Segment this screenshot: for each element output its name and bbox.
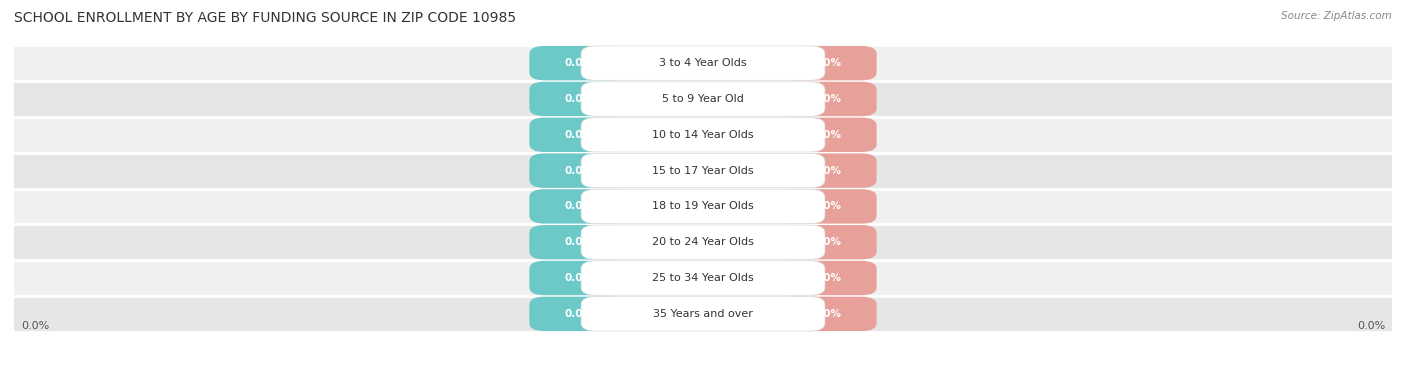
- Bar: [14, 260, 1392, 296]
- FancyBboxPatch shape: [530, 261, 628, 295]
- Text: 0.0%: 0.0%: [813, 94, 842, 104]
- Text: 0.0%: 0.0%: [564, 58, 593, 68]
- Text: 15 to 17 Year Olds: 15 to 17 Year Olds: [652, 166, 754, 176]
- FancyBboxPatch shape: [530, 225, 628, 259]
- Text: 3 to 4 Year Olds: 3 to 4 Year Olds: [659, 58, 747, 68]
- Text: 0.0%: 0.0%: [813, 130, 842, 140]
- FancyBboxPatch shape: [581, 297, 825, 331]
- FancyBboxPatch shape: [581, 82, 825, 116]
- Text: Source: ZipAtlas.com: Source: ZipAtlas.com: [1281, 11, 1392, 21]
- Bar: [14, 153, 1392, 188]
- Text: 10 to 14 Year Olds: 10 to 14 Year Olds: [652, 130, 754, 140]
- FancyBboxPatch shape: [530, 297, 628, 331]
- Text: 0.0%: 0.0%: [564, 273, 593, 283]
- Text: 0.0%: 0.0%: [813, 166, 842, 176]
- Text: 0.0%: 0.0%: [813, 273, 842, 283]
- FancyBboxPatch shape: [581, 189, 825, 224]
- FancyBboxPatch shape: [581, 261, 825, 295]
- Text: 20 to 24 Year Olds: 20 to 24 Year Olds: [652, 237, 754, 247]
- Text: 0.0%: 0.0%: [813, 237, 842, 247]
- Text: 0.0%: 0.0%: [21, 321, 49, 331]
- Text: 18 to 19 Year Olds: 18 to 19 Year Olds: [652, 201, 754, 211]
- FancyBboxPatch shape: [581, 153, 825, 188]
- Text: 0.0%: 0.0%: [813, 309, 842, 319]
- FancyBboxPatch shape: [778, 82, 876, 116]
- Text: SCHOOL ENROLLMENT BY AGE BY FUNDING SOURCE IN ZIP CODE 10985: SCHOOL ENROLLMENT BY AGE BY FUNDING SOUR…: [14, 11, 516, 25]
- Text: 0.0%: 0.0%: [564, 166, 593, 176]
- Text: 25 to 34 Year Olds: 25 to 34 Year Olds: [652, 273, 754, 283]
- FancyBboxPatch shape: [530, 82, 628, 116]
- Bar: [14, 45, 1392, 81]
- Text: 0.0%: 0.0%: [813, 58, 842, 68]
- FancyBboxPatch shape: [778, 189, 876, 224]
- FancyBboxPatch shape: [581, 46, 825, 80]
- FancyBboxPatch shape: [530, 189, 628, 224]
- Text: 35 Years and over: 35 Years and over: [652, 309, 754, 319]
- FancyBboxPatch shape: [530, 153, 628, 188]
- Text: 0.0%: 0.0%: [813, 201, 842, 211]
- Text: 5 to 9 Year Old: 5 to 9 Year Old: [662, 94, 744, 104]
- FancyBboxPatch shape: [581, 118, 825, 152]
- FancyBboxPatch shape: [778, 261, 876, 295]
- FancyBboxPatch shape: [778, 46, 876, 80]
- Text: 0.0%: 0.0%: [564, 201, 593, 211]
- FancyBboxPatch shape: [530, 118, 628, 152]
- FancyBboxPatch shape: [778, 118, 876, 152]
- Text: 0.0%: 0.0%: [564, 309, 593, 319]
- FancyBboxPatch shape: [778, 297, 876, 331]
- FancyBboxPatch shape: [581, 225, 825, 259]
- Bar: [14, 224, 1392, 260]
- FancyBboxPatch shape: [530, 46, 628, 80]
- Text: 0.0%: 0.0%: [564, 130, 593, 140]
- Text: 0.0%: 0.0%: [1357, 321, 1385, 331]
- Bar: [14, 296, 1392, 332]
- Bar: [14, 117, 1392, 153]
- Text: 0.0%: 0.0%: [564, 94, 593, 104]
- FancyBboxPatch shape: [778, 153, 876, 188]
- Text: 0.0%: 0.0%: [564, 237, 593, 247]
- FancyBboxPatch shape: [778, 225, 876, 259]
- Bar: [14, 188, 1392, 224]
- Bar: [14, 81, 1392, 117]
